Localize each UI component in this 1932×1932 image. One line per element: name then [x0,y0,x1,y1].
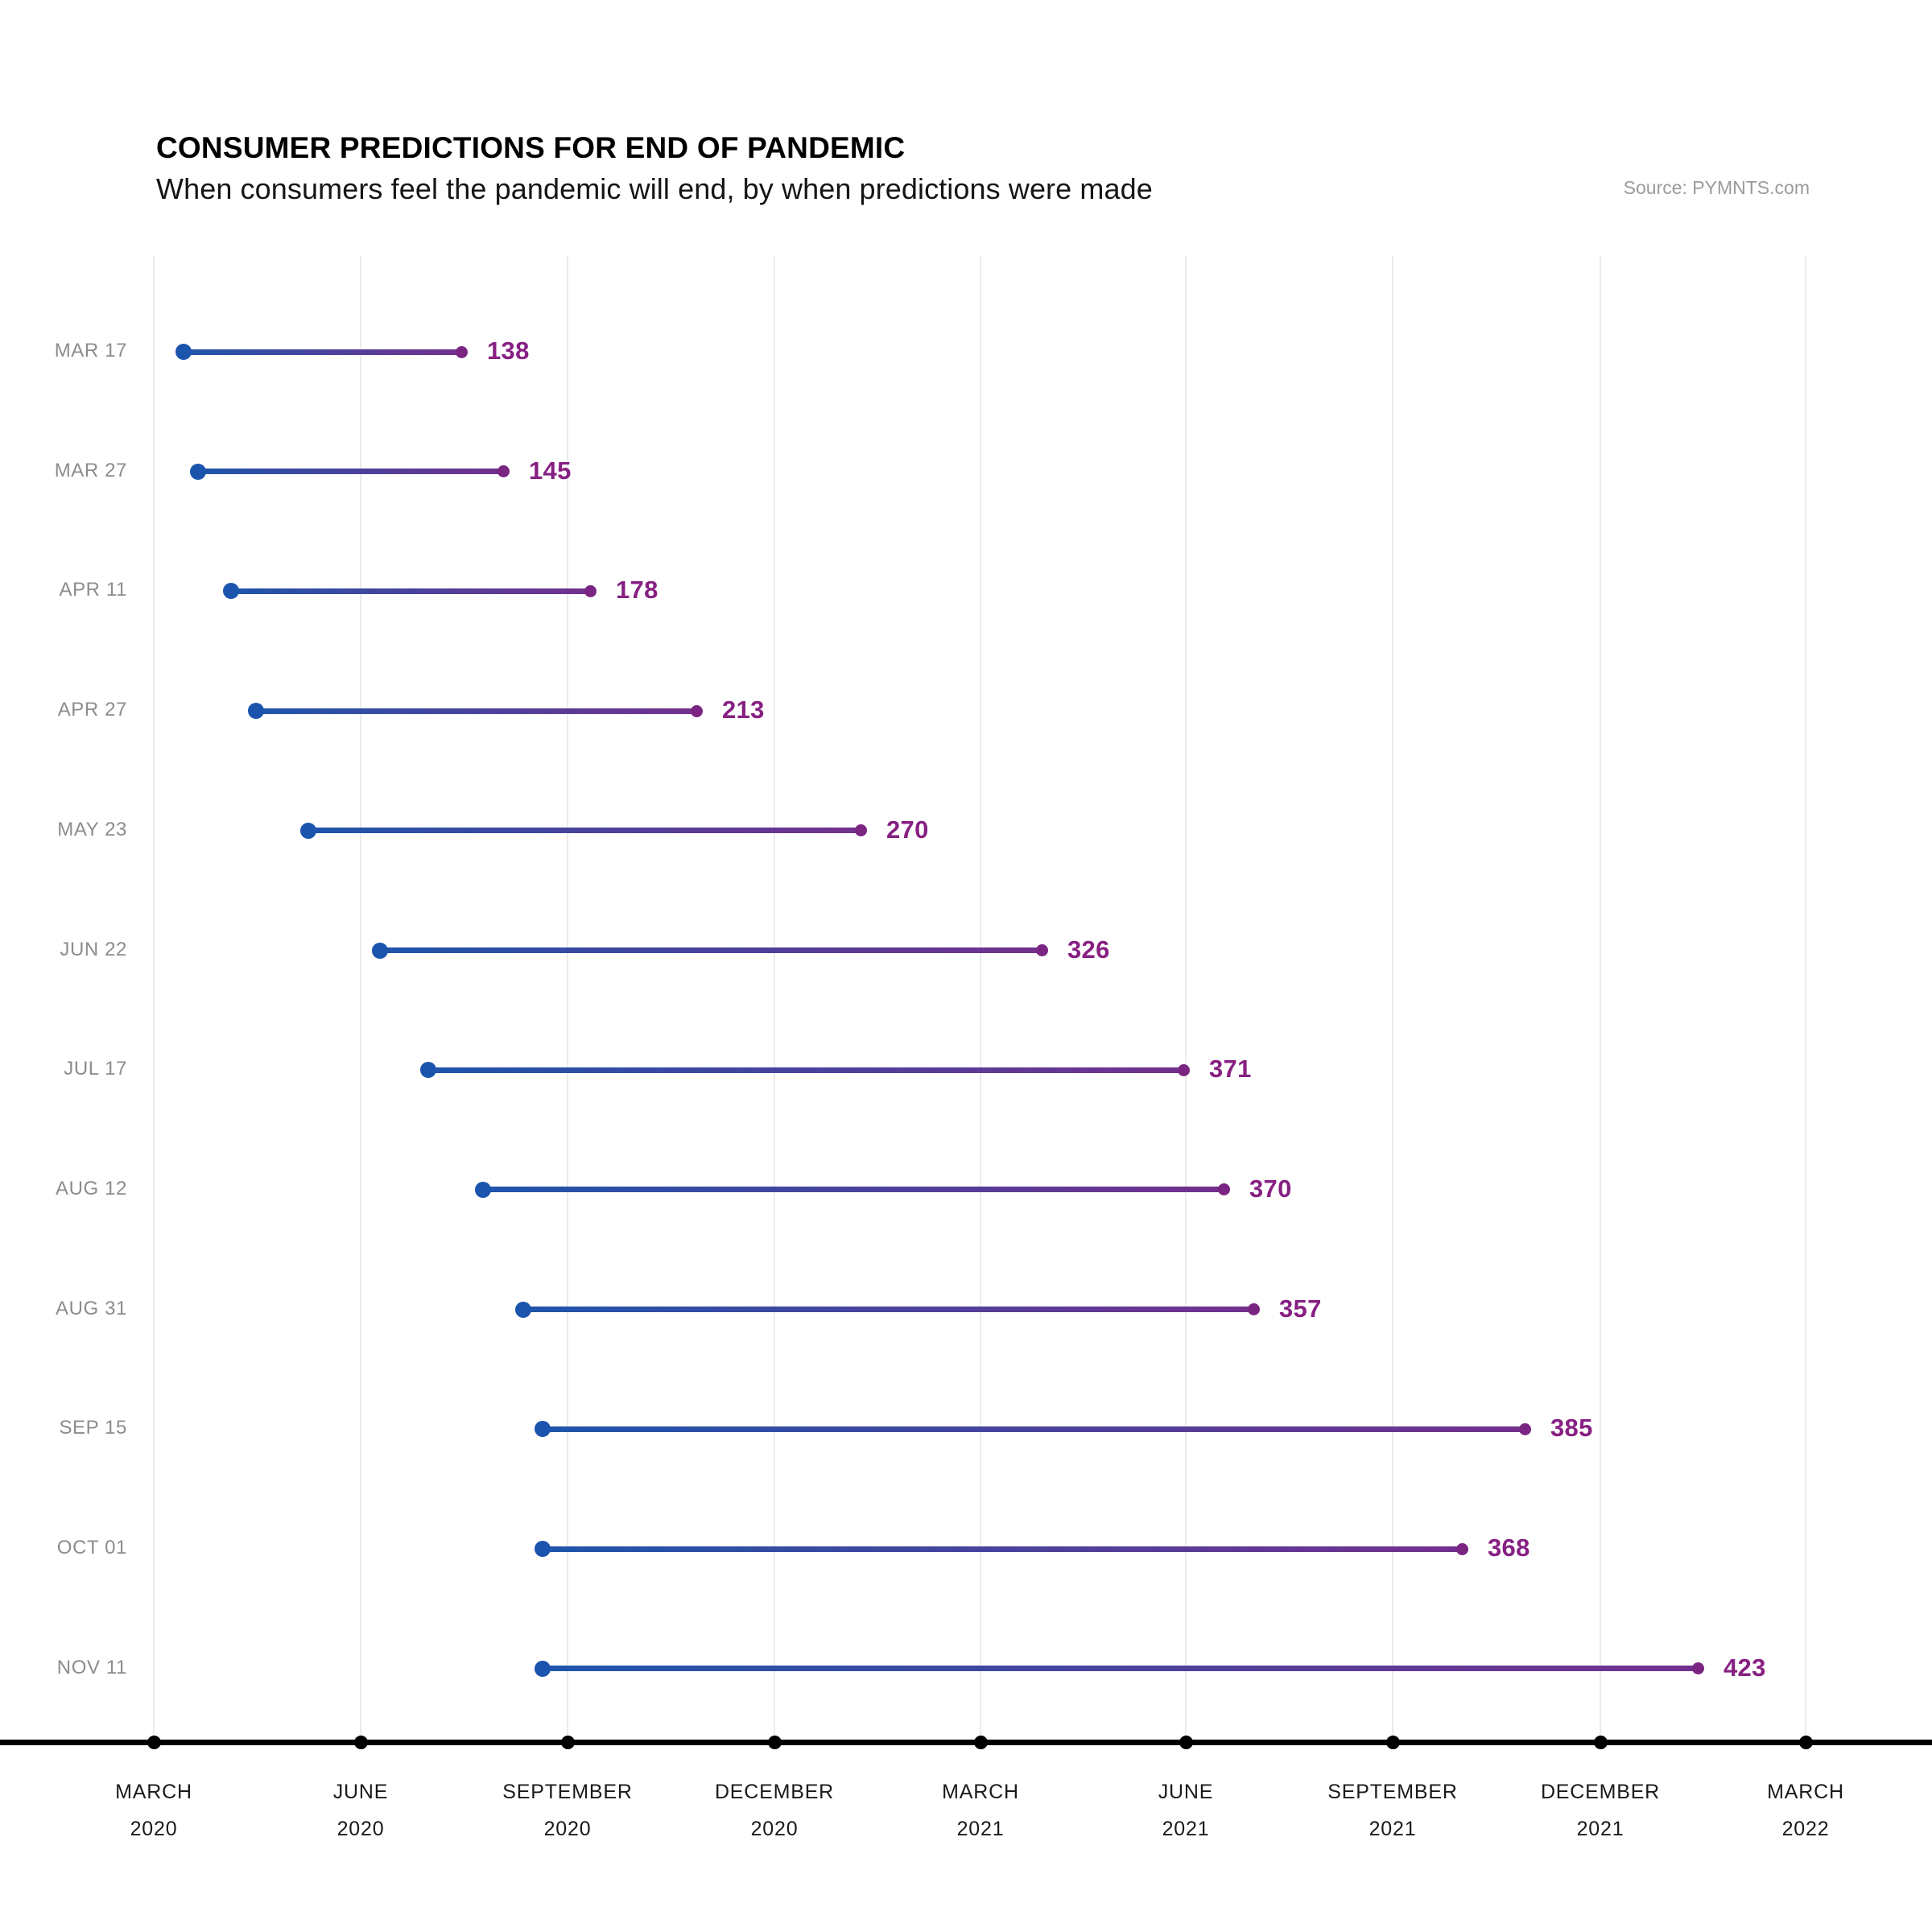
axis-tick-year-label: 2021 [1576,1818,1624,1840]
axis-tick-month-label: SEPTEMBER [1327,1781,1458,1803]
row-date-label: NOV 11 [56,1656,127,1678]
predicted-end-dot [455,345,468,358]
days-value-label: 178 [616,576,658,605]
prediction-made-dot [515,1301,531,1318]
prediction-made-dot [248,703,264,720]
axis-tick-month-label: MARCH [942,1781,1019,1803]
axis-tick-year-label: 2020 [130,1818,178,1840]
predicted-end-dot [1518,1422,1531,1435]
days-value-label: 423 [1724,1653,1766,1682]
predicted-end-dot [1455,1542,1468,1555]
predicted-end-dot [1247,1303,1260,1316]
row-date-label: JUN 22 [60,938,127,960]
predicted-end-dot [1035,944,1048,956]
prediction-made-dot [300,822,316,839]
axis-tick-month-label: MARCH [1767,1781,1844,1803]
prediction-made-dot [223,583,239,600]
prediction-made-dot [175,344,192,360]
row-date-label: AUG 31 [56,1297,127,1319]
predicted-end-dot [1217,1183,1230,1196]
days-value-label: 368 [1488,1534,1530,1562]
gridline [1185,256,1187,1742]
dumbbell-line [483,1187,1224,1193]
days-value-label: 270 [886,815,929,844]
days-value-label: 357 [1279,1294,1322,1323]
predicted-end-dot [690,704,703,717]
gridline [1600,256,1601,1742]
gridline [774,256,775,1742]
axis-tick-month-label: JUNE [332,1781,389,1803]
row-date-label: MAY 23 [57,818,127,840]
dumbbell-line [184,349,461,355]
axis-tick-year-label: 2021 [1368,1818,1417,1840]
dumbbell-line [308,828,861,834]
dumbbell-line [428,1067,1183,1073]
source-credit: Source: PYMNTS.com [1623,177,1810,198]
chart-title: CONSUMER PREDICTIONS FOR END OF PANDEMIC [156,131,906,164]
dumbbell-line [523,1307,1253,1313]
axis-tick-month-label: SEPTEMBER [502,1781,633,1803]
row-date-label: MAR 27 [54,459,127,481]
gridline [1392,256,1393,1742]
axis-tick-month-label: DECEMBER [714,1781,835,1803]
predicted-end-dot [1177,1063,1190,1076]
row-date-label: AUG 12 [56,1177,127,1199]
dumbbell-line [543,1546,1462,1552]
prediction-made-dot [535,1541,551,1557]
dumbbell-line [256,708,696,714]
axis-tick-month-label: DECEMBER [1540,1781,1661,1803]
gridline [1805,256,1806,1742]
days-value-label: 326 [1067,935,1110,964]
days-value-label: 385 [1550,1414,1593,1443]
gridline [360,256,361,1742]
prediction-made-dot [535,1421,551,1438]
row-date-label: APR 27 [57,699,127,721]
predicted-end-dot [497,465,510,478]
days-value-label: 370 [1249,1174,1292,1203]
axis-tick-year-label: 2020 [336,1818,385,1840]
prediction-made-dot [475,1181,491,1198]
row-date-label: MAR 17 [54,340,127,361]
dumbbell-line [543,1426,1525,1432]
dumbbell-line [198,469,503,475]
days-value-label: 138 [487,336,530,365]
prediction-made-dot [420,1062,436,1079]
row-date-label: JUL 17 [64,1058,127,1080]
axis-tick-year-label: 2022 [1781,1818,1830,1840]
chart-subtitle: When consumers feel the pandemic will en… [156,172,1153,205]
axis-tick-year-label: 2021 [956,1818,1005,1840]
x-axis-line [0,1740,1932,1745]
dumbbell-line [543,1666,1698,1672]
gridline [567,256,568,1742]
prediction-made-dot [535,1660,551,1677]
gridline [153,256,155,1742]
predicted-end-dot [854,824,867,837]
row-date-label: SEP 15 [59,1417,127,1439]
dumbbell-line [231,588,590,594]
axis-tick-year-label: 2021 [1162,1818,1210,1840]
row-date-label: APR 11 [59,579,127,601]
prediction-made-dot [372,942,388,959]
predicted-end-dot [1691,1662,1704,1675]
axis-tick-year-label: 2020 [750,1818,799,1840]
days-value-label: 371 [1209,1055,1252,1084]
days-value-label: 145 [529,456,572,485]
axis-tick-year-label: 2020 [543,1818,592,1840]
prediction-made-dot [190,463,206,480]
axis-tick-month-label: MARCH [115,1781,192,1803]
axis-tick-month-label: JUNE [1158,1781,1214,1803]
predicted-end-dot [584,584,597,597]
row-date-label: OCT 01 [56,1537,127,1558]
dumbbell-line [380,947,1042,953]
gridline [980,256,981,1742]
days-value-label: 213 [722,696,765,724]
